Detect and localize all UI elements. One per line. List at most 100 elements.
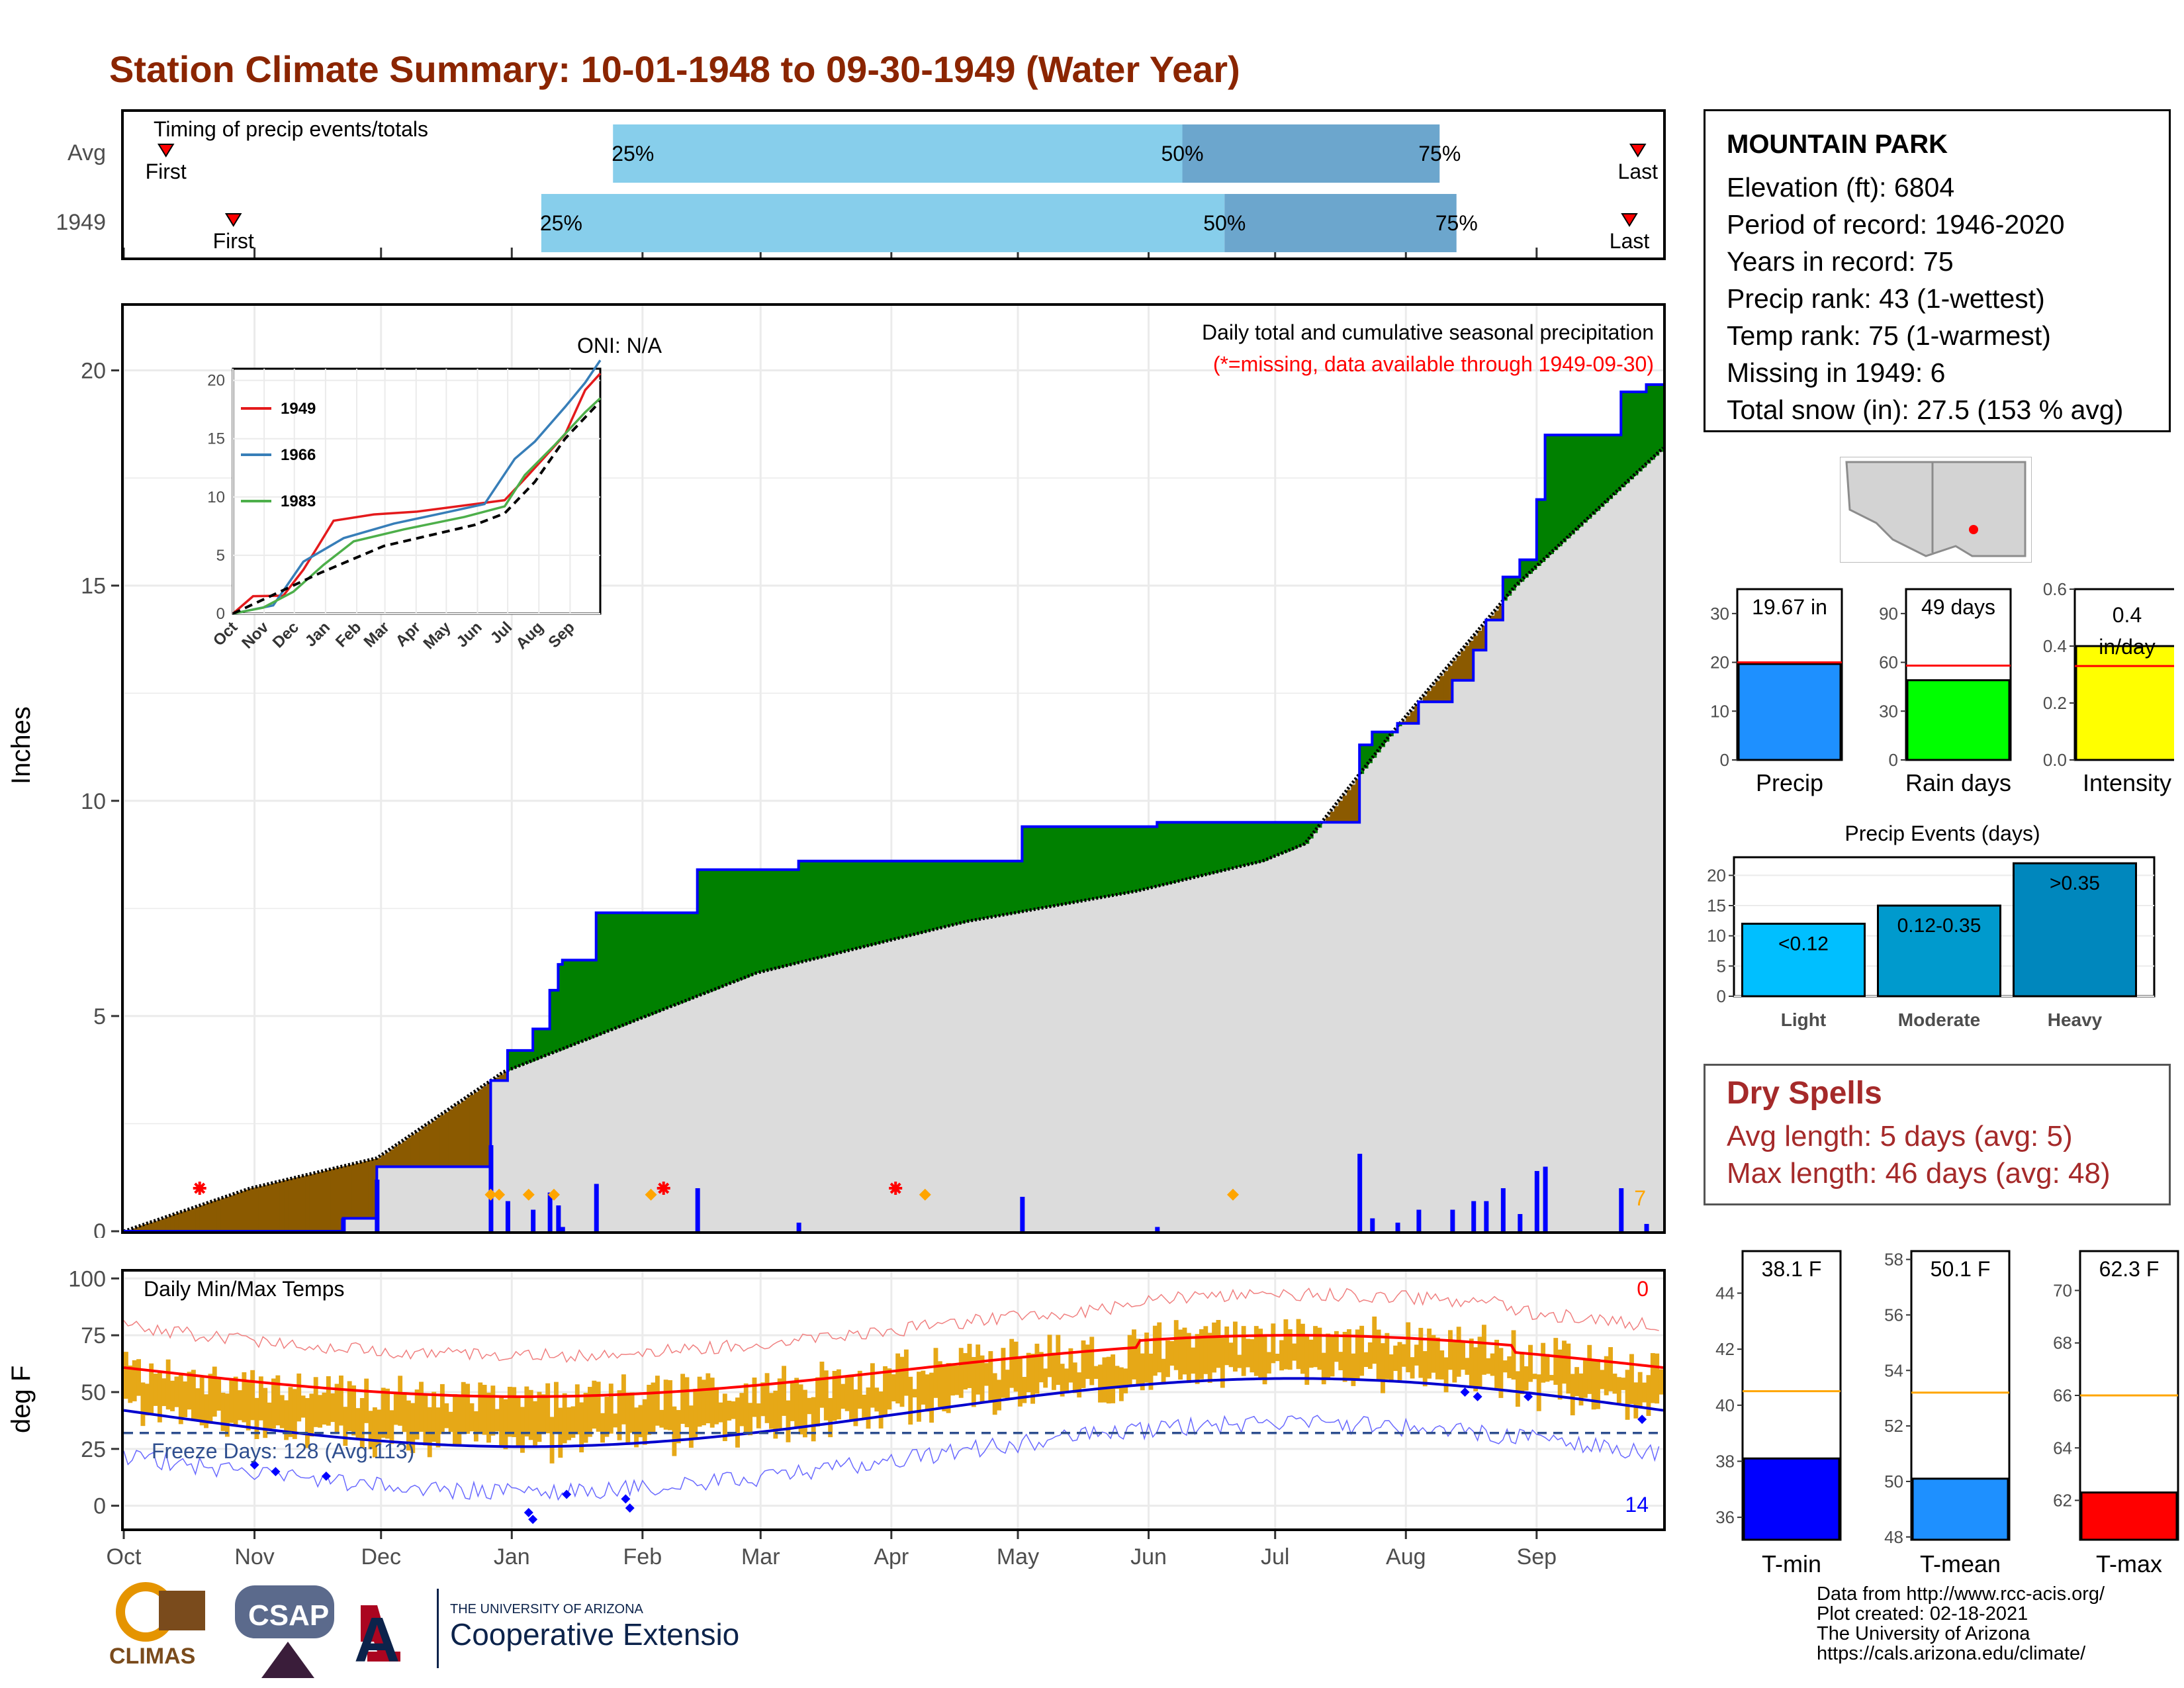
daily-temp-bar (579, 1402, 584, 1453)
daily-temp-bar (1127, 1335, 1132, 1385)
surplus-slice (1524, 559, 1529, 578)
daily-precip-bar (547, 1192, 553, 1231)
temp-y-tick-label: 50 (81, 1380, 106, 1405)
deficit-slice (224, 1196, 230, 1231)
surplus-slice (1072, 826, 1077, 903)
daily-temp-bar (1283, 1319, 1289, 1370)
record-low-marker (528, 1515, 538, 1524)
daily-temp-bar (1528, 1344, 1533, 1382)
surplus-slice (849, 861, 854, 951)
month-label: Apr (874, 1544, 909, 1570)
daily-temp-bar (1157, 1322, 1162, 1373)
daily-temp-bar (651, 1382, 656, 1433)
surplus-slice (1224, 822, 1230, 870)
surplus-slice (798, 861, 803, 963)
deficit-slice (1465, 645, 1470, 680)
daily-temp-bar (359, 1397, 365, 1448)
inset-y-label: 15 (207, 430, 225, 448)
deficit-slice (503, 1072, 508, 1081)
daily-temp-bar (1549, 1375, 1554, 1381)
daily-temp-bar (1246, 1338, 1250, 1368)
daily-temp-bar (1507, 1356, 1512, 1378)
daily-temp-bar (1659, 1369, 1663, 1395)
daily-temp-bar (1271, 1323, 1276, 1364)
inset-chart: 0 5 10 15 20 Oct Nov Dec Jan Feb Mar Apr May Jun Jul Au… (177, 336, 610, 686)
snow-marker (484, 1188, 497, 1201)
deficit-slice (199, 1205, 205, 1231)
daily-temp-bar (1262, 1334, 1267, 1385)
surplus-slice (541, 1029, 546, 1057)
deficit-slice (1481, 626, 1486, 651)
daily-temp-bar (165, 1359, 171, 1410)
deficit-slice (351, 1164, 357, 1219)
daily-temp-bar (1406, 1322, 1411, 1373)
daily-temp-bar (267, 1402, 272, 1431)
deficit-slice (1338, 800, 1343, 823)
oni-label: ONI: N/A (577, 334, 662, 357)
daily-temp-bar (1089, 1336, 1095, 1385)
deficit-slice (1334, 806, 1339, 823)
daily-temp-bar (292, 1389, 297, 1439)
inset-month-label: Jan (302, 618, 334, 650)
svg-text:Cooperative Extension: Cooperative Extension (450, 1617, 741, 1652)
daily-temp-bar (1115, 1366, 1120, 1389)
surplus-slice (697, 869, 702, 996)
events-tick-label: 20 (1707, 865, 1726, 885)
mini-bar-label: Rain days (1905, 769, 2011, 796)
deficit-slice (402, 1141, 407, 1167)
surplus-slice (613, 912, 618, 1029)
surplus-slice (883, 861, 888, 943)
surplus-slice (562, 960, 567, 1049)
mini-bar-value: 0.4 (2113, 603, 2142, 627)
daily-temp-bar (263, 1387, 268, 1438)
daily-temp-bar (364, 1378, 369, 1423)
surplus-slice (512, 1050, 517, 1069)
surplus-slice (722, 869, 727, 986)
daily-temp-bar (756, 1403, 761, 1429)
surplus-slice (579, 960, 584, 1043)
surplus-slice (760, 869, 766, 972)
daily-temp-bar (355, 1408, 361, 1439)
daily-temp-bar (1616, 1377, 1621, 1405)
daily-precip-bar (341, 1218, 346, 1231)
temp-chart (124, 1272, 1663, 1528)
daily-temp-bar (465, 1383, 471, 1434)
surplus-slice (680, 912, 686, 1003)
deficit-slice (1490, 616, 1495, 620)
daily-temp-bar (1017, 1358, 1023, 1407)
daily-temp-bar (1148, 1353, 1154, 1390)
daily-temp-bar (714, 1387, 719, 1425)
daily-temp-bar (1072, 1362, 1077, 1393)
mini-bar-tick-label: 0.4 (2043, 636, 2067, 656)
surplus-slice (1612, 435, 1617, 495)
surplus-slice (718, 869, 723, 988)
deficit-slice (238, 1192, 243, 1231)
daily-temp-bar (1621, 1378, 1626, 1390)
daily-temp-bar (1132, 1329, 1136, 1380)
deficit-slice (161, 1218, 167, 1231)
surplus-slice (1009, 861, 1015, 914)
daily-temp-bar (883, 1366, 887, 1417)
daily-temp-bar (1034, 1343, 1040, 1394)
surplus-slice (1296, 822, 1301, 847)
average-max-line (124, 1334, 1663, 1398)
surplus-slice (516, 1050, 521, 1067)
daily-temp-bar (1541, 1342, 1546, 1383)
daily-temp-bar (124, 1352, 128, 1399)
surplus-slice (533, 1029, 538, 1060)
snow-marker (645, 1188, 657, 1201)
surplus-slice (1173, 822, 1179, 882)
daily-temp-bar (1334, 1331, 1339, 1362)
temp-bar-tick-label: 54 (1884, 1360, 1903, 1380)
deficit-slice (195, 1207, 201, 1231)
events-tick-label: 15 (1707, 896, 1726, 915)
daily-temp-bar (1300, 1323, 1305, 1374)
daily-temp-bar (903, 1349, 909, 1396)
svg-text:CSAP: CSAP (248, 1599, 329, 1632)
cumulative-precip-line (124, 383, 1663, 1231)
surplus-slice (1140, 826, 1145, 890)
temp-bar-tick-label: 44 (1715, 1283, 1735, 1303)
daily-temp-bar (1578, 1373, 1584, 1406)
daily-temp-bar (1326, 1333, 1331, 1380)
precip-title: Daily total and cumulative seasonal prec… (1201, 320, 1654, 344)
